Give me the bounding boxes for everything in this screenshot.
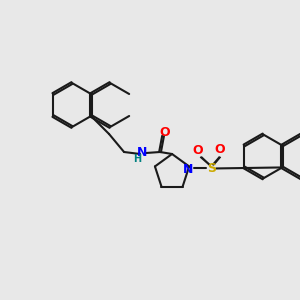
- Text: H: H: [133, 154, 141, 164]
- Text: O: O: [215, 143, 226, 156]
- Text: N: N: [137, 146, 147, 160]
- Text: O: O: [193, 144, 203, 157]
- Text: S: S: [207, 162, 216, 175]
- Text: O: O: [160, 125, 170, 139]
- Text: N: N: [183, 163, 194, 176]
